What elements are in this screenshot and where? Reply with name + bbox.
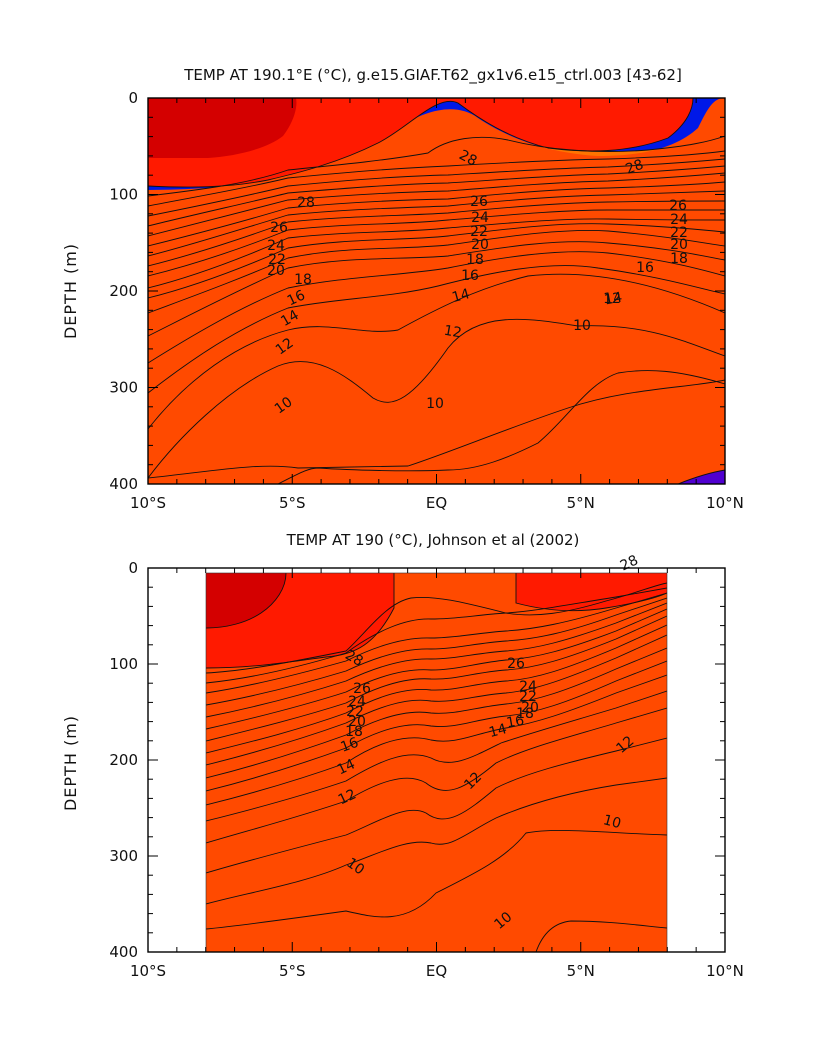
x-tick-label: 5°N bbox=[567, 494, 595, 512]
contour-label: 14 bbox=[450, 286, 471, 306]
contour-label: 14 bbox=[487, 721, 508, 741]
contour-label: 12 bbox=[336, 786, 359, 808]
contour-label: 16 bbox=[505, 713, 525, 732]
contour-label: 28 bbox=[618, 552, 641, 574]
contour-label: 22 bbox=[670, 225, 688, 241]
contour-label: 10 bbox=[426, 396, 444, 412]
contour-label: 18 bbox=[345, 724, 363, 740]
top-chart-title: TEMP AT 190.1°E (°C), g.e15.GIAF.T62_gx1… bbox=[183, 66, 682, 85]
x-tick-label: 5°N bbox=[567, 962, 595, 980]
y-tick-label: 100 bbox=[109, 655, 138, 673]
bottom-y-axis-label: DEPTH (m) bbox=[61, 715, 80, 811]
contour-label: 26 bbox=[507, 656, 525, 672]
x-tick-label: EQ bbox=[426, 494, 447, 512]
y-tick-label: 0 bbox=[128, 559, 138, 577]
y-tick-label: 100 bbox=[109, 186, 138, 204]
x-tick-label: 10°N bbox=[706, 962, 744, 980]
contour-label: 12 bbox=[443, 323, 463, 342]
contour-label: 22 bbox=[346, 704, 364, 720]
contour-label: 22 bbox=[519, 689, 537, 705]
contour-label: 20 bbox=[348, 714, 366, 730]
contour-label: 20 bbox=[471, 237, 489, 253]
x-tick-label: 10°N bbox=[706, 494, 744, 512]
y-tick-label: 0 bbox=[128, 89, 138, 107]
contour-label: 22 bbox=[268, 252, 286, 268]
contour-label: 16 bbox=[461, 268, 479, 284]
contour-label: 28 bbox=[342, 647, 365, 670]
top-y-axis-label: DEPTH (m) bbox=[61, 243, 80, 339]
contour-label: 10 bbox=[601, 812, 622, 832]
contour-label: 18 bbox=[516, 706, 534, 722]
x-tick-label: EQ bbox=[426, 962, 447, 980]
contour-label: 24 bbox=[267, 238, 285, 254]
y-tick-label: 400 bbox=[109, 475, 138, 493]
contour-label: 26 bbox=[353, 681, 371, 697]
contour-label: 24 bbox=[670, 212, 688, 228]
x-tick-label: 5°S bbox=[279, 962, 306, 980]
y-tick-label: 200 bbox=[109, 751, 138, 769]
contour-label: 26 bbox=[669, 198, 687, 214]
contour-label: 26 bbox=[270, 220, 288, 236]
contour-label: 26 bbox=[470, 194, 488, 210]
contour-label: 20 bbox=[670, 237, 688, 253]
contour-label: 14 bbox=[603, 290, 623, 309]
contour-label: 24 bbox=[471, 210, 489, 226]
x-tick-label: 5°S bbox=[279, 494, 306, 512]
contour-label: 28 bbox=[624, 157, 646, 178]
contour-label: 14 bbox=[335, 756, 358, 778]
top-axes: 10°S 5°S EQ 5°N 10°N 0 100 200 300 400 bbox=[109, 89, 744, 512]
contour-label: 20 bbox=[267, 263, 285, 279]
bottom-contour-panel: TEMP AT 190 (°C), Johnson et al (2002) bbox=[61, 531, 744, 980]
contour-label: 14 bbox=[278, 307, 302, 330]
contour-label: 16 bbox=[285, 287, 308, 309]
y-tick-label: 400 bbox=[109, 943, 138, 961]
contour-label: 12 bbox=[603, 291, 621, 307]
top-contour-panel: TEMP AT 190.1°E (°C), g.e15.GIAF.T62_gx1… bbox=[61, 66, 744, 512]
x-tick-label: 10°S bbox=[130, 962, 166, 980]
contour-label: 18 bbox=[466, 252, 484, 268]
contour-label: 18 bbox=[670, 251, 688, 267]
bottom-axes: 10°S 5°S EQ 5°N 10°N 0 100 200 300 400 bbox=[109, 559, 744, 980]
contour-label: 18 bbox=[294, 272, 312, 288]
contour-label: 20 bbox=[521, 700, 539, 716]
y-tick-label: 300 bbox=[109, 847, 138, 865]
x-tick-label: 10°S bbox=[130, 494, 166, 512]
contour-label: 22 bbox=[470, 224, 488, 240]
contour-label: 28 bbox=[456, 147, 479, 169]
contour-label: 10 bbox=[573, 318, 591, 334]
y-tick-label: 300 bbox=[109, 379, 138, 397]
contour-label: 24 bbox=[519, 679, 537, 695]
bottom-chart-title: TEMP AT 190 (°C), Johnson et al (2002) bbox=[286, 531, 580, 549]
contour-label: 16 bbox=[636, 260, 654, 276]
y-tick-label: 200 bbox=[109, 282, 138, 300]
contour-label: 16 bbox=[339, 735, 361, 756]
contour-label: 24 bbox=[348, 694, 366, 710]
contour-label: 28 bbox=[297, 195, 315, 211]
